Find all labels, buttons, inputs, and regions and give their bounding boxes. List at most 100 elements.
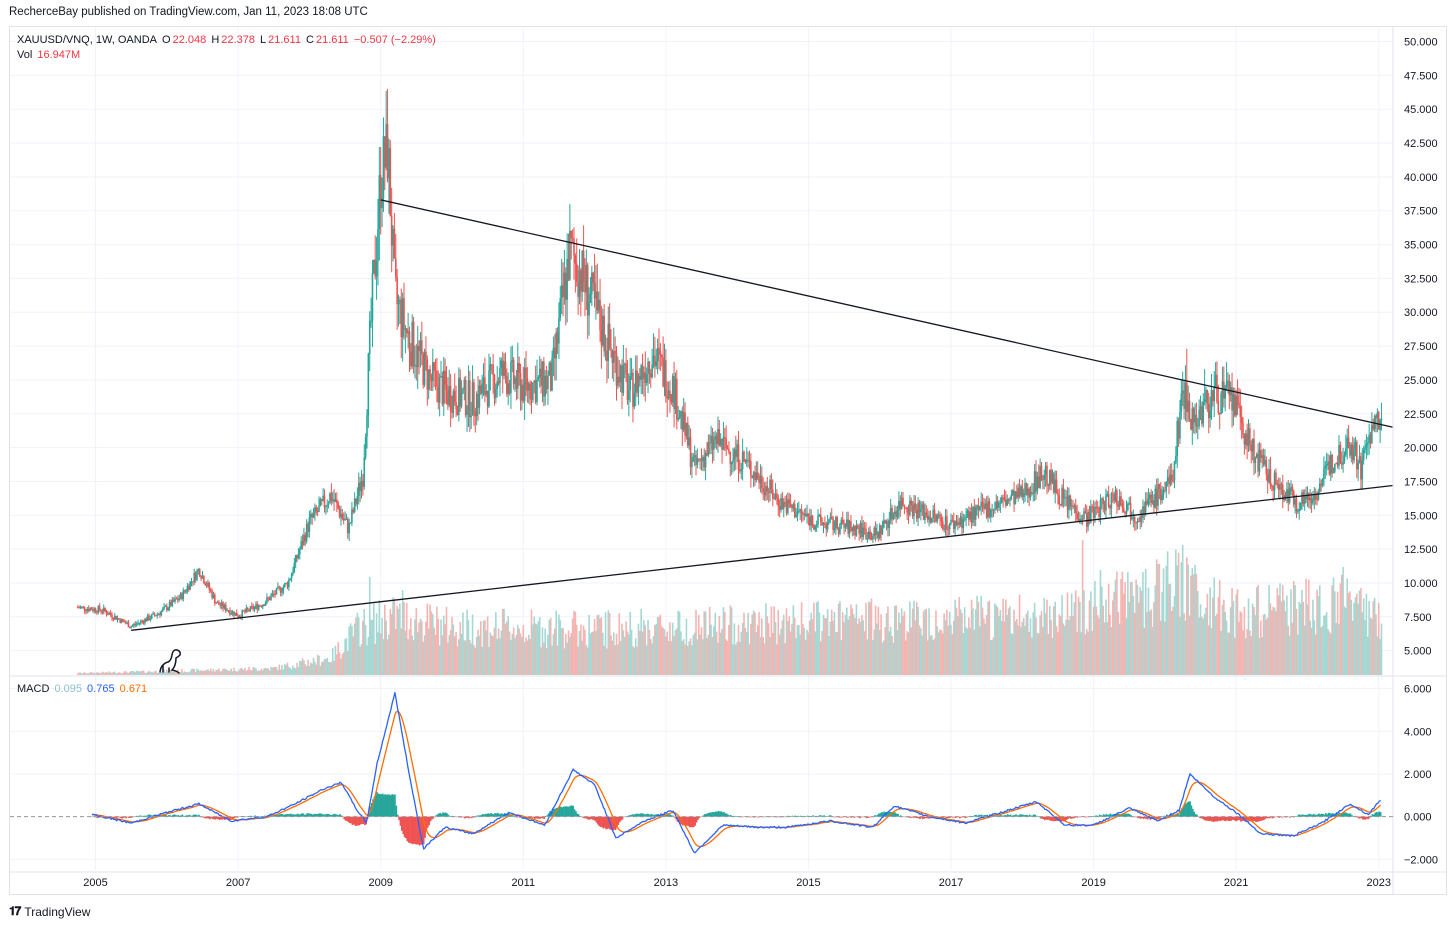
volume-bar <box>1288 635 1291 675</box>
macd-hist-bar <box>390 795 392 817</box>
volume-bar <box>1117 611 1120 675</box>
candle-body <box>1127 504 1129 510</box>
macd-hist-bar <box>1138 816 1141 819</box>
volume-bar <box>826 609 829 675</box>
volume-bar <box>1072 615 1074 675</box>
candle-body <box>360 480 363 492</box>
candle-body <box>896 510 899 517</box>
candle-body <box>341 513 344 519</box>
volume-bar <box>915 601 918 675</box>
macd-hist-bar <box>1308 813 1311 817</box>
volume-bar <box>1103 622 1106 675</box>
macd-hist-bar <box>1124 813 1127 817</box>
candle-body <box>1236 396 1239 403</box>
volume-bar <box>1369 617 1372 675</box>
volume-bar <box>1057 632 1059 675</box>
volume-bar <box>861 615 863 675</box>
candle-body <box>304 534 307 542</box>
macd-hist-bar <box>490 813 492 817</box>
volume-bar <box>559 620 562 675</box>
macd-hist-bar <box>118 816 121 818</box>
candle-body <box>962 519 965 529</box>
candle-body <box>1269 469 1272 486</box>
chart-frame[interactable] <box>9 26 1447 895</box>
macd-hist-bar <box>1109 813 1112 817</box>
candle-body <box>475 394 478 417</box>
volume-bar <box>363 609 366 675</box>
macd-hist-bar <box>1197 816 1200 817</box>
volume-bar <box>1151 626 1154 675</box>
volume-bar <box>667 640 670 675</box>
volume-bar <box>1102 605 1104 675</box>
candle-body <box>389 148 392 217</box>
macd-hist-bar <box>706 813 709 817</box>
candle-body <box>933 509 936 515</box>
macd-hist-bar <box>1346 813 1349 817</box>
candle-body <box>1053 473 1055 493</box>
volume-bar <box>1273 607 1276 675</box>
candle-body <box>622 364 625 394</box>
volume-bar <box>869 602 871 675</box>
volume-bar <box>1286 595 1288 675</box>
volume-bar <box>621 623 623 675</box>
volume-bar <box>477 629 479 675</box>
volume-bar <box>1306 604 1309 675</box>
candle-body <box>1305 496 1307 500</box>
time-tick-label: 2023 <box>1367 877 1391 889</box>
volume-bar <box>866 639 869 675</box>
macd-hist-bar <box>1115 814 1117 817</box>
macd-hist-bar <box>1318 813 1320 817</box>
candle-body <box>194 572 197 580</box>
candle-body <box>970 511 973 523</box>
volume-bar <box>596 615 599 675</box>
candle-body <box>996 501 999 508</box>
candle-body <box>515 378 518 389</box>
macd-hist-bar <box>1193 811 1196 817</box>
volume-bar <box>1320 627 1322 675</box>
volume-bar <box>490 635 493 675</box>
macd-hist-bar <box>529 816 532 819</box>
macd-hist-bar <box>506 813 509 817</box>
candle-body <box>887 521 889 529</box>
volume-bar <box>821 631 823 675</box>
candle-body <box>337 502 340 509</box>
volume-bar <box>508 631 511 675</box>
volume-bar <box>1039 615 1041 675</box>
candle-body <box>1005 500 1007 506</box>
macd-hist-bar <box>1209 816 1212 821</box>
footer-brand[interactable]: 𝟏𝟕 TradingView <box>9 904 90 919</box>
volume-bar <box>807 632 810 675</box>
macd-hist-bar <box>140 815 143 817</box>
candle-body <box>1033 471 1036 494</box>
volume-bar <box>788 616 791 675</box>
volume-bar <box>833 611 836 675</box>
candle-body <box>1339 444 1342 464</box>
volume-bar <box>1046 599 1048 675</box>
price-tick-label: 17.500 <box>1404 476 1438 488</box>
candle-body <box>1201 406 1203 424</box>
macd-hist-bar <box>174 814 177 817</box>
macd-hist-bar <box>953 816 956 818</box>
candle-body <box>1318 483 1321 492</box>
macd-hist-bar <box>799 815 802 817</box>
macd-hist-bar <box>141 816 144 817</box>
candle-body <box>563 272 566 297</box>
candle-body <box>1166 477 1169 482</box>
volume-bar <box>1107 583 1110 675</box>
candle-body <box>442 370 445 405</box>
candle-body <box>978 506 981 510</box>
macd-hist-bar <box>384 794 387 817</box>
candle-body <box>274 593 276 595</box>
macd-hist-bar <box>188 814 191 817</box>
candle-body <box>1223 381 1225 399</box>
candle-body <box>800 509 803 514</box>
candle-body <box>1083 511 1085 520</box>
candle-body <box>752 472 755 479</box>
candle-body <box>190 581 193 583</box>
volume-bar <box>414 619 416 675</box>
macd-hist-bar <box>99 816 102 818</box>
candle-body <box>1000 497 1003 503</box>
candle-body <box>907 512 910 515</box>
macd-hist-bar <box>577 814 580 817</box>
